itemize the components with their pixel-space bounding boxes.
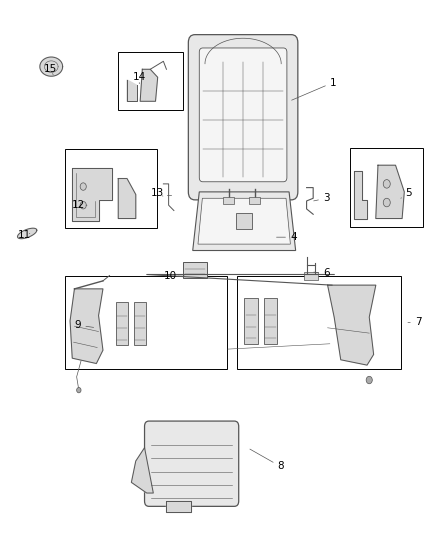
Polygon shape	[18, 228, 37, 239]
FancyBboxPatch shape	[199, 48, 287, 182]
Polygon shape	[40, 57, 63, 76]
Text: 11: 11	[18, 230, 31, 239]
Polygon shape	[127, 80, 137, 101]
Text: 13: 13	[151, 188, 164, 198]
Circle shape	[383, 180, 390, 188]
Bar	[118, 52, 183, 110]
Text: 4: 4	[290, 232, 297, 242]
Text: 12: 12	[71, 200, 85, 210]
Bar	[65, 149, 157, 228]
Text: 5: 5	[405, 188, 412, 198]
Polygon shape	[72, 168, 112, 221]
Polygon shape	[193, 192, 296, 251]
Bar	[183, 262, 207, 278]
Polygon shape	[131, 448, 153, 493]
Polygon shape	[376, 165, 404, 219]
Bar	[65, 276, 227, 369]
Text: 8: 8	[277, 462, 284, 471]
Polygon shape	[198, 198, 290, 244]
Polygon shape	[166, 501, 191, 512]
Bar	[249, 197, 260, 204]
Bar	[223, 197, 234, 204]
Bar	[134, 302, 146, 345]
Circle shape	[80, 201, 86, 209]
Polygon shape	[140, 69, 158, 101]
Text: 10: 10	[163, 271, 177, 281]
Polygon shape	[328, 285, 376, 365]
Circle shape	[383, 198, 390, 207]
Polygon shape	[70, 289, 103, 364]
Bar	[237, 213, 252, 229]
Text: 9: 9	[74, 320, 81, 330]
Bar	[264, 298, 277, 344]
Circle shape	[80, 183, 86, 190]
Text: 1: 1	[329, 78, 336, 87]
Bar	[350, 148, 423, 227]
Bar	[304, 272, 318, 280]
Bar	[237, 276, 401, 369]
Bar	[244, 298, 258, 344]
Polygon shape	[354, 171, 367, 219]
Bar	[116, 302, 128, 345]
Text: 14: 14	[133, 72, 146, 82]
Circle shape	[366, 376, 372, 384]
FancyBboxPatch shape	[188, 35, 298, 200]
Circle shape	[77, 387, 81, 393]
FancyBboxPatch shape	[145, 421, 239, 506]
Text: 7: 7	[415, 318, 422, 327]
Text: 6: 6	[323, 269, 330, 278]
Polygon shape	[118, 179, 136, 219]
Text: 3: 3	[323, 193, 330, 203]
Text: 15: 15	[44, 64, 57, 74]
